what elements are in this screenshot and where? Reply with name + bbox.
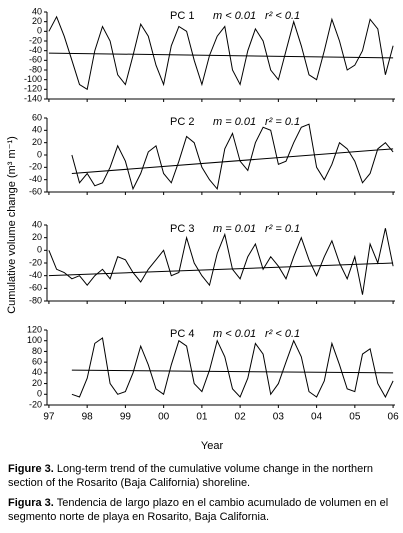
y-tick-label: 20 bbox=[32, 137, 42, 147]
x-tick-label: 00 bbox=[158, 412, 170, 423]
trend-line bbox=[71, 369, 394, 374]
caption-2: Figura 3. Tendencia de largo plazo en el… bbox=[8, 496, 398, 524]
x-tick-label: 02 bbox=[235, 412, 247, 423]
panel-label: PC 4 bbox=[170, 328, 194, 340]
caption-label: Figure 3. bbox=[8, 463, 54, 475]
y-tick-label: -120 bbox=[24, 84, 42, 94]
y-tick-label: -40 bbox=[29, 45, 42, 55]
trend-line bbox=[71, 148, 394, 174]
y-tick-label: 0 bbox=[37, 149, 42, 159]
x-tick-label: 04 bbox=[311, 412, 323, 423]
trend-line bbox=[48, 52, 394, 59]
r2-text: r² = 0.1 bbox=[265, 223, 300, 235]
y-tick-label: 100 bbox=[27, 335, 42, 345]
r2-text: r² < 0.1 bbox=[265, 10, 300, 22]
y-tick-label: 40 bbox=[32, 6, 42, 16]
r2-text: r² < 0.1 bbox=[265, 328, 300, 340]
panel-label: PC 1 bbox=[170, 10, 194, 22]
data-line bbox=[48, 15, 394, 91]
y-tick-label: 20 bbox=[32, 16, 42, 26]
x-tick-label: 99 bbox=[120, 412, 132, 423]
y-tick-label: -60 bbox=[29, 186, 42, 196]
y-tick-label: -20 bbox=[29, 35, 42, 45]
panel-label: PC 3 bbox=[170, 223, 194, 235]
x-tick-label: 05 bbox=[349, 412, 361, 423]
trend-line bbox=[48, 262, 394, 277]
y-tick-label: -20 bbox=[29, 162, 42, 172]
x-tick-label: 98 bbox=[82, 412, 94, 423]
chart: Cumulative volume change (m³ m⁻¹) Year 4… bbox=[6, 6, 400, 452]
y-tick-label: 60 bbox=[32, 357, 42, 367]
y-tick-label: 40 bbox=[32, 125, 42, 135]
caption-1: Figure 3. Long-term trend of the cumulat… bbox=[8, 462, 398, 490]
y-tick-label: -100 bbox=[24, 74, 42, 84]
y-tick-label: -60 bbox=[29, 283, 42, 293]
x-tick-label: 01 bbox=[196, 412, 208, 423]
y-tick-label: -20 bbox=[29, 257, 42, 267]
y-tick-label: -40 bbox=[29, 174, 42, 184]
y-tick-label: 40 bbox=[32, 367, 42, 377]
slope-text: m < 0.01 bbox=[213, 10, 256, 22]
y-tick-label: 0 bbox=[37, 245, 42, 255]
y-tick-label: 60 bbox=[32, 112, 42, 122]
x-tick-label: 06 bbox=[388, 412, 400, 423]
panel-label: PC 2 bbox=[170, 116, 194, 128]
y-tick-label: -20 bbox=[29, 399, 42, 409]
y-axis-title: Cumulative volume change (m³ m⁻¹) bbox=[6, 136, 18, 314]
slope-text: m = 0.01 bbox=[213, 223, 256, 235]
y-tick-label: 0 bbox=[37, 26, 42, 36]
slope-text: m = 0.01 bbox=[213, 116, 256, 128]
y-tick-label: 20 bbox=[32, 378, 42, 388]
y-tick-label: -40 bbox=[29, 270, 42, 280]
caption-label: Figura 3. bbox=[8, 497, 54, 509]
slope-text: m < 0.01 bbox=[213, 328, 256, 340]
data-line bbox=[71, 123, 394, 191]
y-tick-label: 120 bbox=[27, 324, 42, 334]
y-tick-label: 40 bbox=[32, 219, 42, 229]
y-tick-label: 80 bbox=[32, 346, 42, 356]
r2-text: r² = 0.1 bbox=[265, 116, 300, 128]
x-axis-title: Year bbox=[201, 440, 224, 452]
caption-text: Tendencia de largo plazo en el cambio ac… bbox=[8, 497, 389, 523]
y-tick-label: -140 bbox=[24, 93, 42, 103]
y-tick-label: -80 bbox=[29, 295, 42, 305]
y-tick-label: -60 bbox=[29, 55, 42, 65]
caption-text: Long-term trend of the cumulative volume… bbox=[8, 463, 374, 489]
x-tick-label: 03 bbox=[273, 412, 285, 423]
data-line bbox=[71, 337, 394, 399]
y-tick-label: 0 bbox=[37, 389, 42, 399]
y-tick-label: 20 bbox=[32, 232, 42, 242]
y-tick-label: -80 bbox=[29, 64, 42, 74]
data-line bbox=[48, 228, 394, 295]
x-tick-label: 97 bbox=[43, 412, 55, 423]
